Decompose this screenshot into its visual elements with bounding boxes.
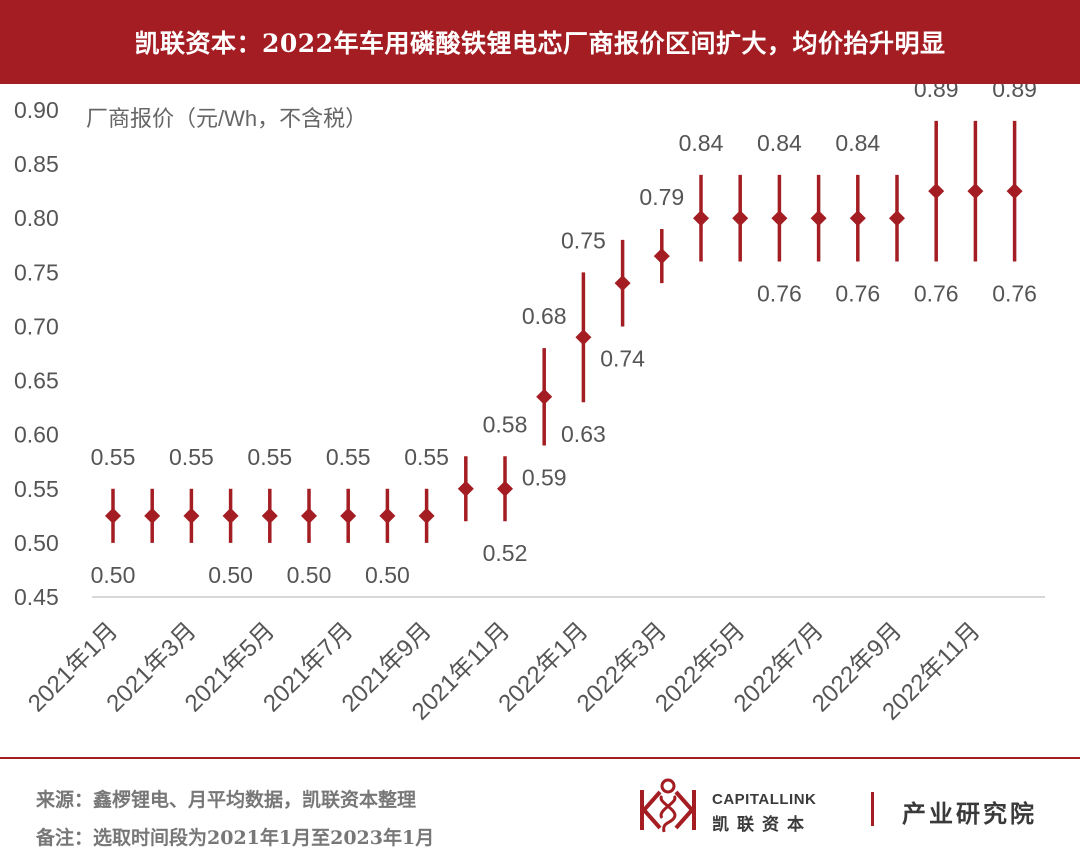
high-value-label: 0.79 (639, 184, 684, 210)
high-value-label: 0.68 (522, 303, 567, 329)
average-marker (653, 248, 670, 265)
average-marker (379, 507, 396, 524)
unit-label: 厂商报价（元/Wh，不含税） (86, 106, 367, 131)
high-value-label: 0.89 (992, 84, 1037, 102)
brand-name-en: CAPITALLINK (712, 791, 817, 808)
low-value-label: 0.59 (522, 464, 567, 490)
average-marker (340, 507, 357, 524)
average-marker (497, 480, 513, 497)
y-tick-label: 0.45 (14, 584, 59, 610)
average-marker (457, 480, 474, 497)
chart-title: 凯联资本：2022年车用磷酸铁锂电芯厂商报价区间扩大，均价抬升明显 (134, 29, 946, 58)
low-value-label: 0.76 (757, 281, 802, 307)
average-marker (301, 507, 317, 524)
y-tick-label: 0.65 (14, 368, 59, 394)
high-value-label: 0.55 (247, 444, 292, 470)
institute-name: 产业研究院 (902, 799, 1037, 828)
high-value-label: 0.58 (483, 411, 528, 437)
average-marker (183, 507, 200, 524)
low-value-label: 0.50 (208, 562, 253, 588)
average-marker (418, 507, 435, 524)
y-tick-label: 0.85 (14, 151, 59, 177)
high-value-label: 0.55 (326, 444, 371, 470)
average-marker (536, 388, 553, 405)
price-range-chart: 0.90 0.85 0.80 0.75 0.70 0.65 0.60 0.55 0.50 0.45… (14, 84, 1045, 726)
average-marker (732, 210, 749, 227)
low-value-label: 0.50 (365, 562, 410, 588)
average-marker (771, 210, 788, 227)
high-value-label: 0.89 (914, 84, 959, 102)
average-marker (222, 507, 239, 524)
footer-divider (0, 757, 1080, 759)
low-value-label: 0.76 (835, 281, 880, 307)
remark-note: 备注：选取时间段为2021年1月至2023年1月 (36, 827, 435, 849)
high-value-label: 0.55 (169, 444, 214, 470)
average-marker (1006, 183, 1023, 200)
brand-separator (871, 792, 874, 826)
capitallink-logo-icon (640, 778, 696, 833)
low-value-label: 0.50 (287, 562, 332, 588)
y-tick-label: 0.60 (14, 422, 59, 448)
average-marker (928, 183, 945, 200)
average-marker (849, 210, 866, 227)
low-value-label: 0.63 (561, 421, 606, 447)
y-tick-label: 0.55 (14, 476, 59, 502)
low-value-label: 0.50 (91, 562, 136, 588)
high-value-label: 0.75 (561, 227, 606, 253)
source-note: 来源：鑫椤锂电、月平均数据，凯联资本整理 (36, 789, 417, 811)
high-value-label: 0.84 (757, 130, 802, 156)
low-value-label: 0.76 (914, 281, 959, 307)
high-value-label: 0.55 (91, 444, 136, 470)
high-value-label: 0.84 (679, 130, 724, 156)
low-value-label: 0.74 (600, 345, 645, 371)
y-tick-label: 0.50 (14, 530, 59, 556)
average-marker (261, 507, 278, 524)
low-value-label: 0.52 (483, 540, 528, 566)
average-marker (144, 507, 161, 524)
average-marker (693, 210, 709, 227)
y-tick-label: 0.75 (14, 259, 59, 285)
y-tick-label: 0.70 (14, 313, 59, 339)
average-marker (575, 329, 592, 346)
average-marker (810, 210, 827, 227)
high-value-label: 0.55 (404, 444, 449, 470)
average-marker (614, 275, 631, 292)
y-tick-label: 0.80 (14, 205, 59, 231)
y-tick-label: 0.90 (14, 97, 59, 123)
brand-name-cn: 凯联资本 (712, 815, 812, 834)
high-value-label: 0.84 (835, 130, 880, 156)
low-value-label: 0.76 (992, 281, 1037, 307)
average-marker (889, 210, 905, 227)
average-marker (967, 183, 984, 200)
title-banner: 凯联资本：2022年车用磷酸铁锂电芯厂商报价区间扩大，均价抬升明显 (0, 0, 1080, 84)
average-marker (105, 507, 121, 524)
